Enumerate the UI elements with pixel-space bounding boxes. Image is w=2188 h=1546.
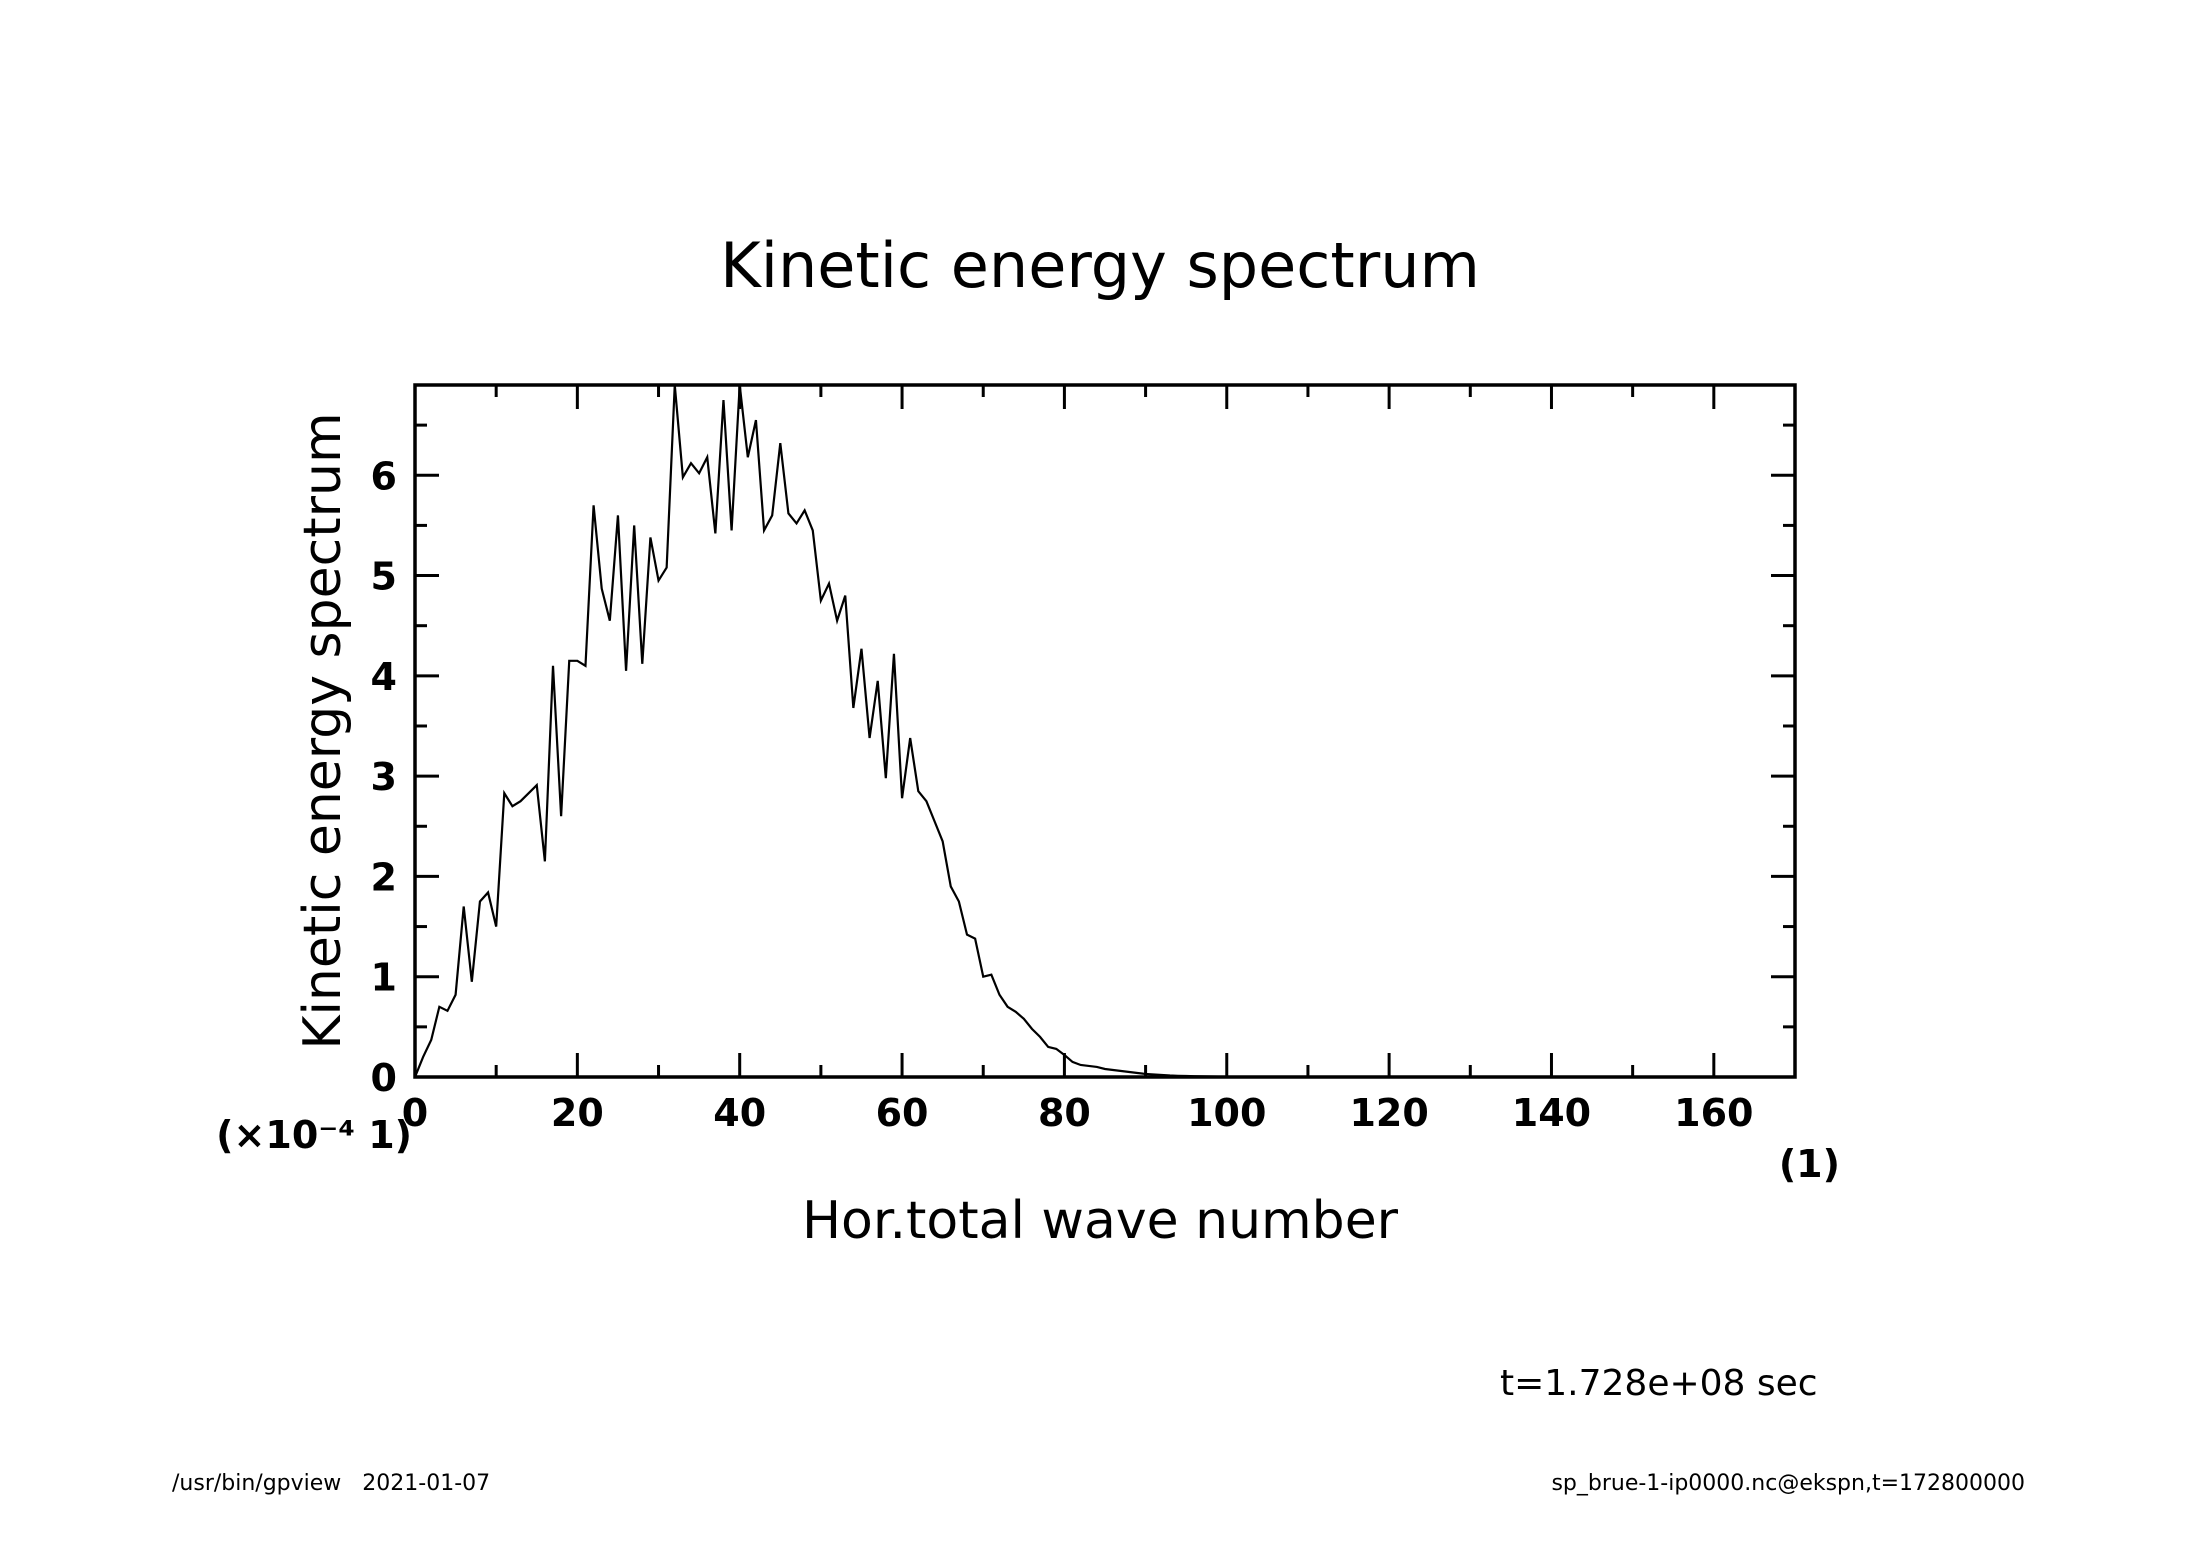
footer-right: sp_brue-1-ip0000.nc@ekspn,t=172800000 [1551, 1471, 2025, 1496]
time-annotation: t=1.728e+08 sec [1500, 1363, 1818, 1404]
y-tick-label: 5 [371, 555, 397, 599]
y-unit-label: (×10⁻⁴ 1) [216, 1113, 412, 1157]
y-tick-label: 0 [371, 1056, 397, 1100]
y-tick-label: 6 [371, 454, 397, 498]
series-line [413, 384, 1795, 1079]
y-axis-label: Kinetic energy spectrum [293, 412, 353, 1049]
x-tick-label: 80 [1038, 1091, 1091, 1135]
y-tick-label: 2 [371, 855, 397, 899]
x-tick-label: 120 [1349, 1091, 1428, 1135]
plot-frame [413, 383, 1797, 1079]
tick-labels: 0 20 40 60 80 100 120 140 160 0 1 2 3 4 5 6 [371, 454, 1754, 1135]
x-tick-label: 40 [713, 1091, 766, 1135]
x-tick-label: 100 [1187, 1091, 1266, 1135]
footer-left: /usr/bin/gpview 2021-01-07 [172, 1471, 490, 1496]
x-tick-label: 0 [402, 1091, 428, 1135]
x-axis-label: Hor.total wave number [802, 1191, 1399, 1251]
x-unit-label: (1) [1779, 1142, 1840, 1186]
x-tick-label: 20 [551, 1091, 604, 1135]
chart-title: Kinetic energy spectrum [720, 229, 1480, 302]
x-tick-label: 140 [1512, 1091, 1591, 1135]
y-tick-label: 1 [371, 956, 397, 1000]
y-tick-label: 3 [371, 755, 397, 799]
x-tick-label: 160 [1674, 1091, 1753, 1135]
y-tick-label: 4 [371, 655, 397, 699]
x-tick-label: 60 [876, 1091, 929, 1135]
